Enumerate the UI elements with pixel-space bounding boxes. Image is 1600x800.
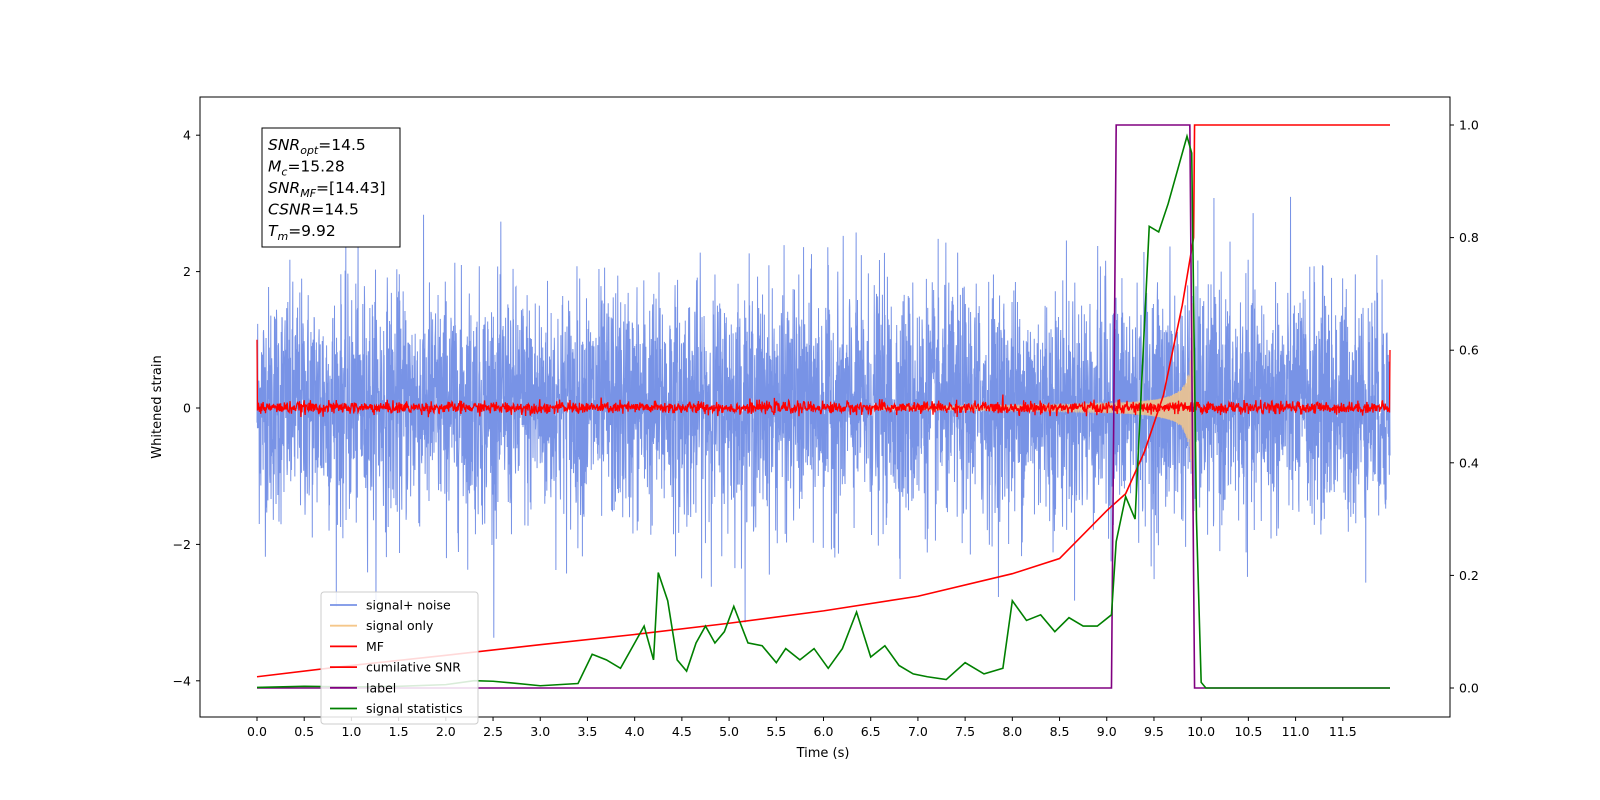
annotation-line: CSNR=14.5: [268, 201, 359, 219]
legend-label: MF: [366, 639, 384, 654]
x-tick-label: 1.0: [341, 724, 361, 739]
x-tick-label: 5.5: [766, 724, 786, 739]
y2-tick-label: 1.0: [1459, 118, 1479, 133]
series-mf: [256, 339, 1391, 418]
series-cumulative-snr: [256, 124, 1390, 678]
x-tick-label: 2.5: [483, 724, 503, 739]
x-tick-label: 7.0: [908, 724, 928, 739]
y-tick-label: 0: [183, 401, 191, 416]
x-tick-label: 10.0: [1187, 724, 1215, 739]
x-tick-label: 0.5: [294, 724, 314, 739]
legend-label: cumilative SNR: [366, 660, 461, 675]
legend-label: signal+ noise: [366, 598, 451, 613]
x-tick-label: 11.0: [1282, 724, 1310, 739]
x-tick-label: 9.5: [1144, 724, 1164, 739]
x-tick-label: 5.0: [719, 724, 739, 739]
series-signal-noise: [256, 196, 1391, 638]
x-tick-label: 2.0: [436, 724, 456, 739]
y2-tick-label: 0.4: [1459, 455, 1479, 470]
x-tick-label: 4.0: [625, 724, 645, 739]
x-tick-label: 10.5: [1234, 724, 1262, 739]
legend: signal+ noise signal only MF cumilative SNR…: [320, 591, 479, 725]
x-tick-label: 0.0: [247, 724, 267, 739]
annotation-frame: [261, 127, 401, 248]
legend-label: signal only: [366, 618, 434, 633]
series-signal-statistics: [256, 133, 1390, 689]
annotation-line: SNRMF=[14.43]: [268, 179, 386, 200]
x-tick-label: 3.5: [578, 724, 598, 739]
legend-label: label: [366, 680, 396, 695]
y2-tick-label: 0.8: [1459, 230, 1479, 245]
y-tick-label: 4: [183, 128, 191, 143]
annotation-box: SNRopt=14.5Mc=15.28SNRMF=[14.43]CSNR=14.…: [261, 127, 401, 248]
plot-area: [256, 124, 1391, 689]
x-axis: 0.0 0.5 1.0 1.5 2.0 2.5 3.0 3.5 4.0 4.5 5.0 5.5 6.0 6…: [247, 717, 1357, 739]
x-tick-label: 1.5: [389, 724, 409, 739]
annotation-line: SNRopt=14.5: [268, 136, 366, 157]
x-tick-label: 8.0: [1002, 724, 1022, 739]
x-tick-label: 9.0: [1097, 724, 1117, 739]
x-axis-label: Time (s): [796, 746, 850, 761]
y2-tick-label: 0.6: [1459, 343, 1479, 358]
y-tick-label: −2: [173, 537, 191, 552]
x-tick-label: 4.5: [672, 724, 692, 739]
x-tick-label: 3.0: [530, 724, 550, 739]
x-tick-label: 7.5: [955, 724, 975, 739]
y2-tick-label: 0.0: [1459, 681, 1479, 696]
annotation-line: Mc=15.28: [268, 158, 345, 179]
y2-tick-label: 0.2: [1459, 568, 1479, 583]
x-tick-label: 11.5: [1329, 724, 1357, 739]
y-tick-label: 2: [183, 264, 191, 279]
x-tick-label: 8.5: [1050, 724, 1070, 739]
annotation-line: Tm=9.92: [268, 222, 336, 243]
axes-frame: [199, 96, 1451, 718]
y-tick-label: −4: [173, 673, 191, 688]
legend-frame: [320, 591, 479, 725]
x-tick-label: 6.0: [814, 724, 834, 739]
y-axis-right: 0.0 0.2 0.4 0.6 0.8 1.0: [1450, 118, 1479, 696]
y-axis-label: Whitened strain: [150, 355, 165, 458]
legend-label: signal statistics: [366, 701, 463, 716]
y-axis-left: −4 −2 0 2 4: [173, 128, 200, 688]
x-tick-label: 6.5: [861, 724, 881, 739]
